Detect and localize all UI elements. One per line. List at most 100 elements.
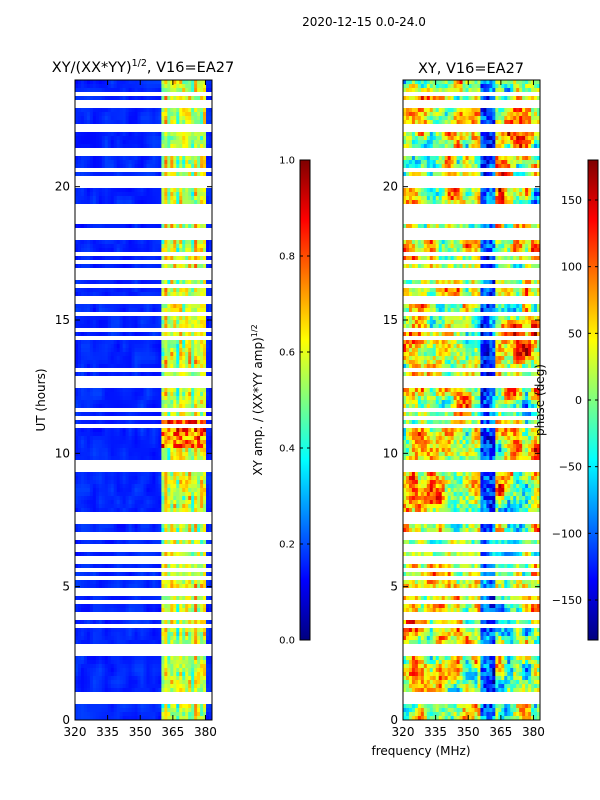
heatmap-cell — [101, 100, 106, 105]
heatmap-cell — [209, 272, 213, 277]
heatmap-cell — [155, 400, 159, 405]
heatmap-cell — [182, 296, 186, 301]
heatmap-cell — [83, 100, 88, 105]
heatmap-cell — [131, 380, 135, 385]
heatmap-cell — [134, 328, 138, 333]
heatmap-cell — [167, 396, 171, 401]
heatmap-cell — [167, 464, 171, 469]
heatmap-cell — [86, 248, 91, 253]
heatmap-cell — [203, 100, 207, 105]
heatmap-cell — [194, 444, 198, 449]
heatmap-cell — [167, 192, 171, 197]
heatmap-cell — [134, 268, 138, 273]
heatmap-cell — [155, 212, 159, 217]
heatmap-cell — [182, 284, 186, 289]
heatmap-cell — [191, 112, 195, 117]
heatmap-cell — [185, 500, 189, 505]
heatmap-cell — [158, 464, 162, 469]
heatmap-cell — [122, 284, 127, 289]
heatmap-cell — [197, 436, 201, 441]
heatmap-cell — [83, 260, 88, 265]
heatmap-cell — [179, 184, 183, 189]
heatmap-cell — [167, 340, 171, 345]
heatmap-cell — [122, 508, 127, 513]
heatmap-cell — [125, 188, 130, 193]
heatmap-cell — [209, 108, 213, 113]
heatmap-cell — [83, 180, 88, 185]
heatmap-cell — [161, 428, 165, 433]
heatmap-cell — [143, 384, 147, 389]
heatmap-cell — [206, 192, 210, 197]
heatmap-cell — [77, 284, 82, 289]
heatmap-cell — [92, 328, 97, 333]
heatmap-cell — [116, 420, 121, 425]
heatmap-cell — [83, 384, 88, 389]
heatmap-cell — [146, 440, 150, 445]
heatmap-cell — [134, 348, 138, 353]
heatmap-cell — [140, 300, 144, 305]
heatmap-cell — [170, 236, 174, 241]
heatmap-cell — [89, 316, 94, 321]
heatmap-cell — [185, 444, 189, 449]
heatmap-cell — [95, 472, 100, 477]
heatmap-cell — [98, 104, 103, 109]
heatmap-cell — [179, 444, 183, 449]
heatmap-cell — [119, 276, 124, 281]
heatmap-cell — [125, 116, 130, 121]
heatmap-cell — [89, 256, 94, 261]
heatmap-cell — [137, 84, 141, 89]
heatmap-cell — [194, 368, 198, 373]
heatmap-cell — [80, 220, 85, 225]
heatmap-cell — [179, 152, 183, 157]
heatmap-cell — [83, 288, 88, 293]
heatmap-cell — [149, 260, 153, 265]
heatmap-cell — [128, 420, 132, 425]
heatmap-cell — [203, 176, 207, 181]
heatmap-cell — [122, 392, 127, 397]
heatmap-cell — [134, 428, 138, 433]
heatmap-cell — [116, 404, 121, 409]
heatmap-cell — [164, 448, 168, 453]
heatmap-cell — [140, 240, 144, 245]
heatmap-cell — [194, 384, 198, 389]
heatmap-cell — [89, 232, 94, 237]
heatmap-cell — [200, 224, 204, 229]
heatmap-cell — [137, 176, 141, 181]
heatmap-cell — [131, 316, 135, 321]
heatmap-cell — [77, 100, 82, 105]
heatmap-cell — [131, 120, 135, 125]
heatmap-cell — [77, 512, 82, 517]
heatmap-cell — [176, 484, 180, 489]
heatmap-cell — [83, 184, 88, 189]
heatmap-cell — [80, 300, 85, 305]
heatmap-cell — [188, 360, 192, 365]
heatmap-cell — [75, 488, 79, 493]
heatmap-cell — [86, 96, 91, 101]
heatmap-cell — [119, 260, 124, 265]
heatmap-cell — [173, 128, 177, 133]
heatmap-cell — [92, 448, 97, 453]
heatmap-cell — [146, 108, 150, 113]
heatmap-cell — [125, 124, 130, 129]
heatmap-cell — [110, 300, 115, 305]
heatmap-cell — [77, 504, 82, 509]
heatmap-cell — [149, 172, 153, 177]
heatmap-cell — [173, 452, 177, 457]
heatmap-cell — [107, 132, 112, 137]
heatmap-cell — [182, 248, 186, 253]
heatmap-cell — [131, 436, 135, 441]
heatmap-cell — [86, 412, 91, 417]
heatmap-cell — [158, 348, 162, 353]
heatmap-cell — [188, 460, 192, 465]
heatmap-cell — [104, 396, 109, 401]
heatmap-cell — [197, 420, 201, 425]
heatmap-cell — [86, 80, 91, 85]
heatmap-cell — [86, 236, 91, 241]
heatmap-cell — [101, 420, 106, 425]
heatmap-cell — [92, 472, 97, 477]
amplitude-panel: XY/(XX*YY)1/2, V16=EA27 320 335 350 365 3800… — [34, 58, 234, 739]
heatmap-cell — [191, 488, 195, 493]
heatmap-cell — [146, 216, 150, 221]
heatmap-cell — [164, 452, 168, 457]
heatmap-cell — [77, 456, 82, 461]
